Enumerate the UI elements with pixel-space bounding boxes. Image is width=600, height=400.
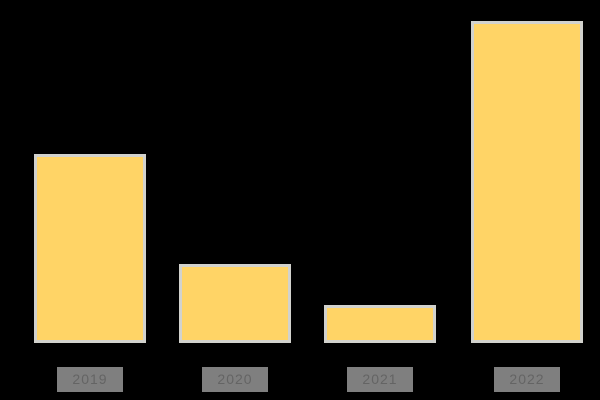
x-axis-tick-label: 2020 [202, 367, 268, 392]
bar [34, 154, 146, 343]
x-axis-tick-label: 2021 [347, 367, 413, 392]
bar-group: 2019 [34, 0, 146, 400]
bar-group: 2020 [179, 0, 291, 400]
x-axis-tick-label: 2022 [494, 367, 560, 392]
bar-group: 2022 [471, 0, 583, 400]
x-axis-tick-label: 2019 [57, 367, 123, 392]
bar-group: 2021 [324, 0, 436, 400]
bar [179, 264, 291, 343]
bar [324, 305, 436, 343]
bar [471, 21, 583, 343]
